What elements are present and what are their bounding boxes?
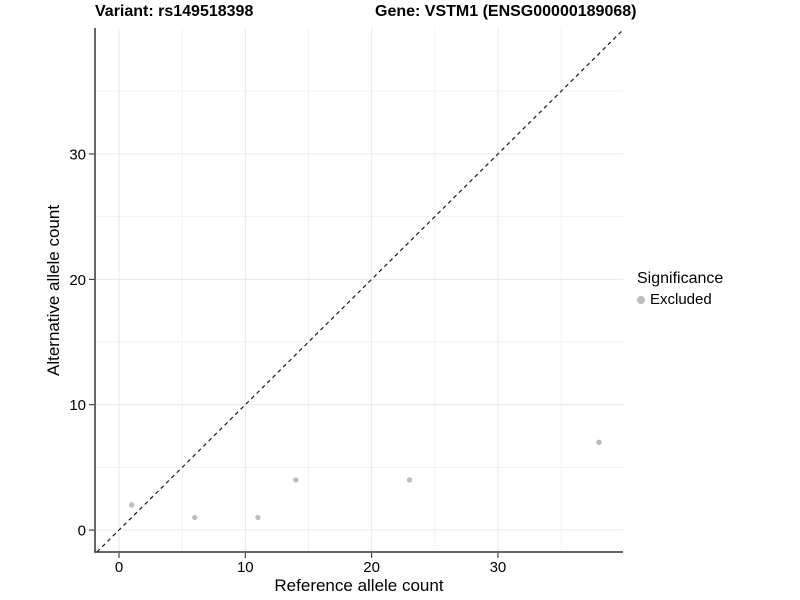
y-tick-label: 0: [78, 523, 86, 540]
legend-title: Significance: [637, 270, 724, 287]
x-axis-title: Reference allele count: [274, 576, 444, 595]
identity-line: [96, 29, 624, 553]
data-point: [596, 439, 602, 446]
variant-title: Variant: rs149518398: [95, 3, 254, 20]
excluded-point-icon: [637, 295, 645, 304]
data-point: [406, 477, 413, 483]
x-tick-label: 0: [115, 559, 123, 576]
x-tick-label: 30: [490, 559, 507, 576]
y-tick-label: 30: [69, 146, 86, 163]
data-point: [255, 514, 261, 521]
data-point: [293, 477, 299, 483]
x-tick-label: 20: [363, 559, 380, 576]
legend-item-label: Excluded: [650, 291, 712, 308]
legend: Significance Excluded: [637, 270, 723, 308]
y-axis-title: Alternative allele count: [44, 204, 63, 376]
y-tick-label: 20: [69, 272, 86, 289]
x-tick-label: 10: [237, 559, 254, 576]
legend-item-excluded: Excluded: [637, 291, 723, 308]
gene-title: Gene: VSTM1 (ENSG00000189068): [375, 3, 637, 20]
data-point: [128, 502, 135, 508]
y-tick-label: 10: [69, 397, 86, 414]
data-point: [192, 514, 198, 521]
